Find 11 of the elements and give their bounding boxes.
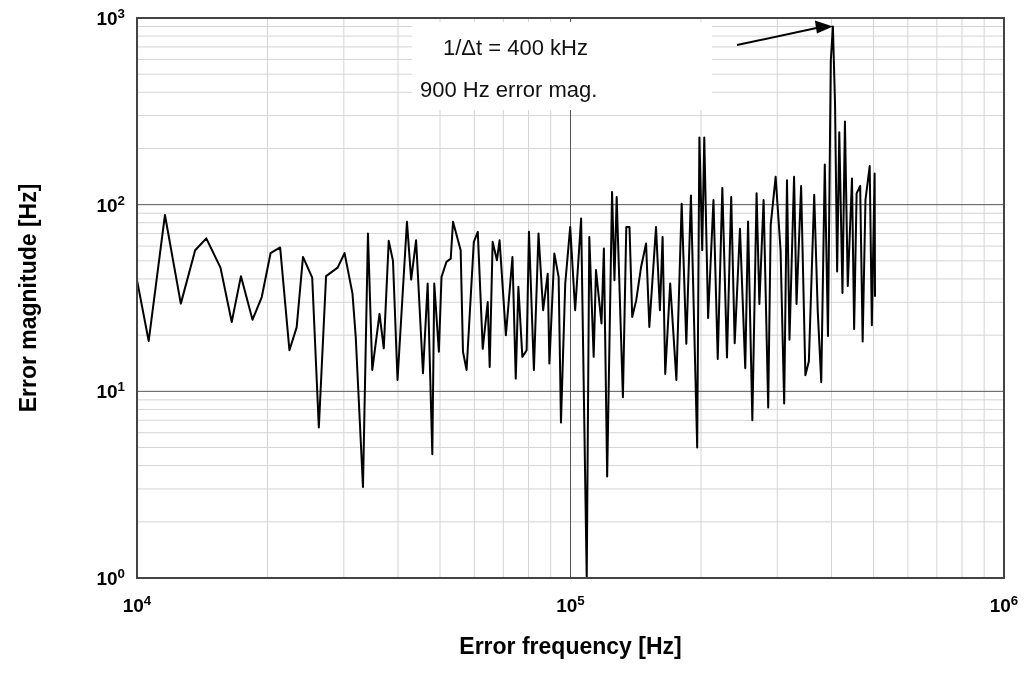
annotation: 900 Hz error mag. [420,77,598,102]
y-tick-label: 10$^{3}$ [96,5,125,29]
x-tick-label: 10$^{4}$ [122,592,152,616]
y-tick-label: 10$^{1}$ [96,378,126,403]
annotation: 1/Δt = 400 kHz [443,35,588,60]
x-axis-title: Error frequency [Hz] [459,633,682,659]
x-tick-label: 10$^{5}$ [556,592,586,616]
y-tick-label: 10$^{2}$ [96,192,125,216]
y-tick-label: 10$^{0}$ [96,565,125,589]
y-axis-title: Error magnitude [Hz] [15,183,41,413]
x-tick-label: 10$^{6}$ [989,592,1019,616]
